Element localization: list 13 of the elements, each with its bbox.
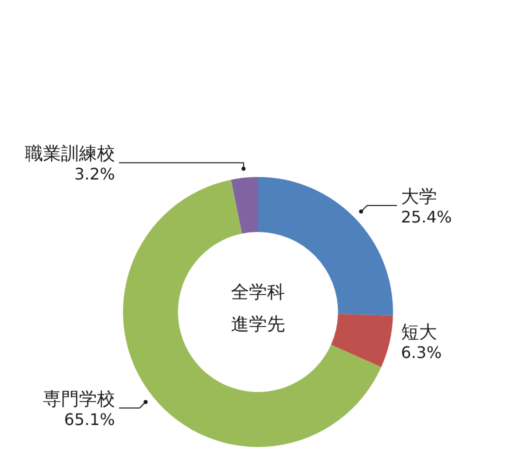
donut-slice — [331, 314, 393, 368]
data-label: 25.4% — [401, 207, 452, 226]
slice-label: 大学 — [401, 186, 437, 208]
slice-label: 短大 — [401, 322, 437, 343]
donut-slice — [123, 180, 382, 447]
slice-label: 職業訓練校 — [25, 144, 115, 165]
data-label: 65.1% — [64, 410, 115, 430]
donut-slice — [231, 177, 258, 234]
slice-label: 専門学校 — [43, 389, 115, 410]
text: 進学先 — [231, 314, 285, 335]
data-label: 3.2% — [74, 164, 115, 184]
text: 全学科 — [231, 282, 285, 303]
data-label: 6.3% — [401, 342, 442, 362]
